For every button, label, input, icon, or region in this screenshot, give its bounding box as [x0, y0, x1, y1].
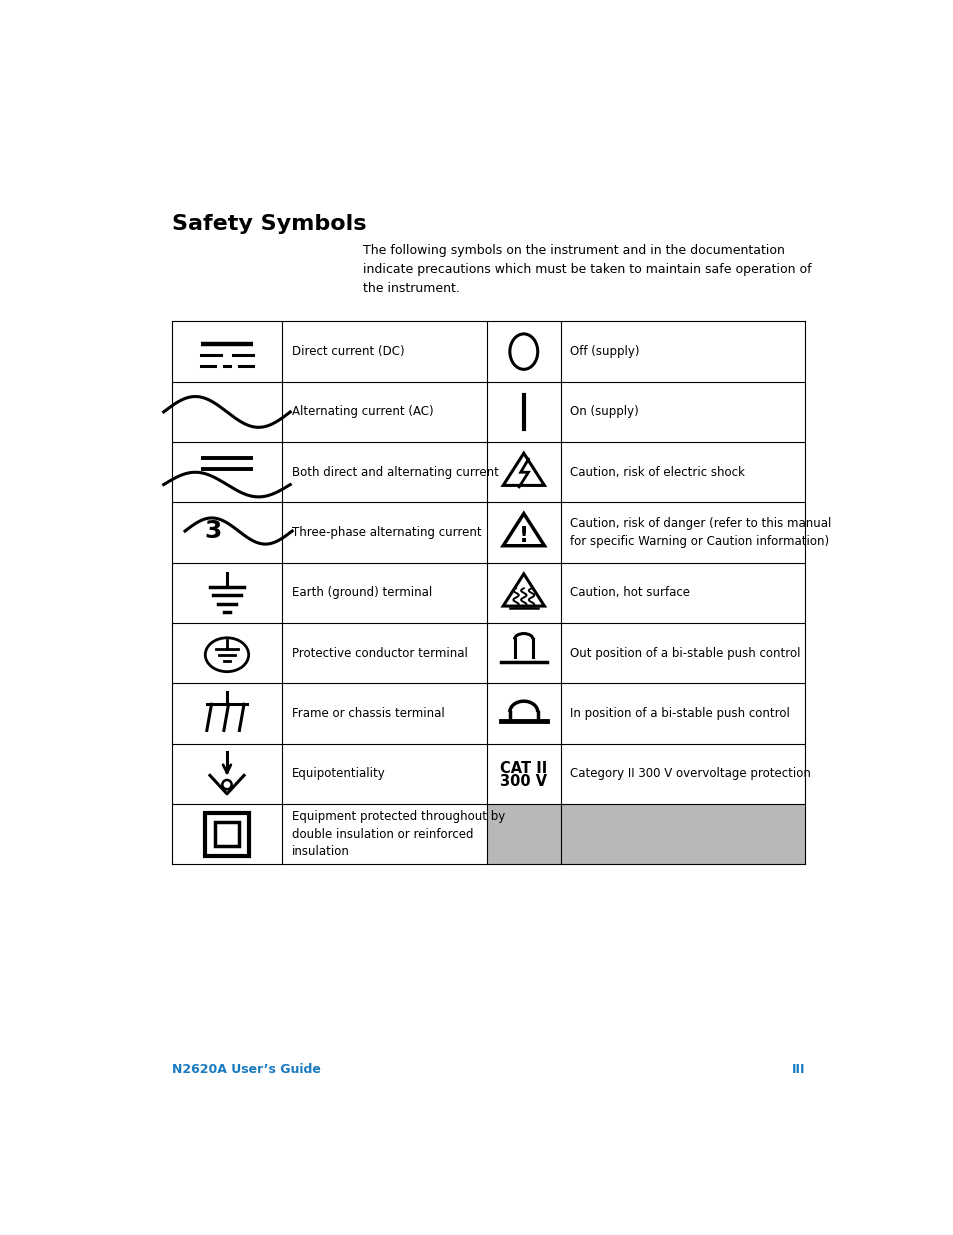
Text: N2620A User’s Guide: N2620A User’s Guide: [172, 1063, 320, 1077]
Text: !: !: [518, 526, 528, 546]
Text: Three-phase alternating current: Three-phase alternating current: [292, 526, 481, 538]
Text: Out position of a bi-stable push control: Out position of a bi-stable push control: [569, 647, 800, 659]
Text: Alternating current (AC): Alternating current (AC): [292, 405, 434, 419]
Text: Equipotentiality: Equipotentiality: [292, 767, 385, 781]
Bar: [486, 804, 804, 864]
Text: Category II 300 V overvoltage protection: Category II 300 V overvoltage protection: [569, 767, 810, 781]
Text: On (supply): On (supply): [569, 405, 638, 419]
Text: 300 V: 300 V: [499, 774, 547, 789]
Text: Direct current (DC): Direct current (DC): [292, 345, 404, 358]
Text: III: III: [791, 1063, 804, 1077]
Text: 3: 3: [204, 519, 221, 543]
Text: In position of a bi-stable push control: In position of a bi-stable push control: [569, 706, 789, 720]
Text: Earth (ground) terminal: Earth (ground) terminal: [292, 587, 432, 599]
Text: Safety Symbols: Safety Symbols: [172, 214, 366, 233]
Text: Both direct and alternating current: Both direct and alternating current: [292, 466, 498, 479]
Bar: [205, 813, 249, 856]
Bar: [214, 821, 239, 846]
Text: Frame or chassis terminal: Frame or chassis terminal: [292, 706, 444, 720]
Text: Caution, hot surface: Caution, hot surface: [569, 587, 689, 599]
Text: Off (supply): Off (supply): [569, 345, 639, 358]
Text: Caution, risk of electric shock: Caution, risk of electric shock: [569, 466, 744, 479]
Text: Protective conductor terminal: Protective conductor terminal: [292, 647, 468, 659]
Text: The following symbols on the instrument and in the documentation
indicate precau: The following symbols on the instrument …: [363, 245, 811, 295]
Text: Caution, risk of danger (refer to this manual
for specific Warning or Caution in: Caution, risk of danger (refer to this m…: [569, 517, 830, 548]
Text: CAT II: CAT II: [499, 761, 547, 776]
Text: Equipment protected throughout by
double insulation or reinforced
insulation: Equipment protected throughout by double…: [292, 810, 505, 858]
